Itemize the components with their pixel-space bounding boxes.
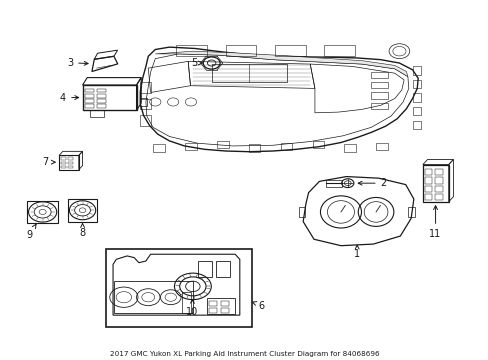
Bar [221, 301, 229, 306]
Text: 2: 2 [358, 178, 386, 188]
Bar [85, 99, 94, 103]
Text: 3: 3 [67, 58, 88, 68]
Bar [59, 156, 79, 170]
Bar [434, 177, 442, 184]
Bar [68, 166, 73, 168]
Bar [424, 177, 431, 184]
Bar [370, 72, 387, 78]
Bar [140, 82, 150, 93]
Text: 6: 6 [252, 301, 264, 311]
Text: 4: 4 [60, 93, 79, 103]
Text: 2017 GMC Yukon XL Parking Aid Instrument Cluster Diagram for 84068696: 2017 GMC Yukon XL Parking Aid Instrument… [109, 351, 379, 357]
Text: 5: 5 [191, 58, 203, 68]
Bar [326, 180, 341, 187]
Bar [211, 64, 286, 82]
Bar [68, 157, 73, 160]
Bar [274, 45, 305, 56]
Bar [225, 45, 256, 56]
Text: 9: 9 [26, 224, 36, 240]
Bar [216, 261, 230, 277]
Text: 10: 10 [185, 300, 198, 317]
Bar [407, 207, 414, 217]
Bar [208, 301, 217, 306]
Bar [370, 93, 387, 99]
Bar [140, 115, 150, 126]
Bar [422, 165, 448, 202]
Text: 8: 8 [80, 223, 85, 238]
Bar [85, 94, 94, 98]
Bar [434, 169, 442, 175]
Bar [97, 94, 106, 98]
Bar [206, 298, 235, 314]
Bar [61, 166, 65, 168]
Bar [140, 98, 147, 106]
Bar [324, 45, 354, 56]
Bar [97, 99, 106, 103]
Bar [208, 308, 217, 313]
Bar [434, 194, 442, 200]
Bar [176, 45, 206, 56]
Bar [197, 261, 211, 277]
Bar [82, 85, 136, 111]
Bar [68, 162, 73, 164]
Polygon shape [155, 51, 407, 77]
Bar [85, 104, 94, 108]
Bar [434, 185, 442, 192]
Bar [85, 89, 94, 93]
Bar [424, 194, 431, 200]
Bar [89, 110, 103, 117]
Bar [61, 162, 65, 164]
Bar [68, 199, 97, 222]
Bar [298, 207, 305, 217]
Bar [424, 169, 431, 175]
Bar [221, 308, 229, 313]
Text: 1: 1 [353, 245, 360, 259]
Bar [424, 185, 431, 192]
Bar [27, 201, 58, 223]
Bar [97, 89, 106, 93]
Bar [370, 103, 387, 109]
Bar [97, 104, 106, 108]
Text: 7: 7 [42, 157, 55, 167]
Bar [140, 99, 150, 109]
Bar [106, 249, 251, 327]
Bar [61, 157, 65, 160]
Bar [182, 292, 190, 313]
Text: 11: 11 [428, 206, 441, 239]
Bar [370, 82, 387, 89]
